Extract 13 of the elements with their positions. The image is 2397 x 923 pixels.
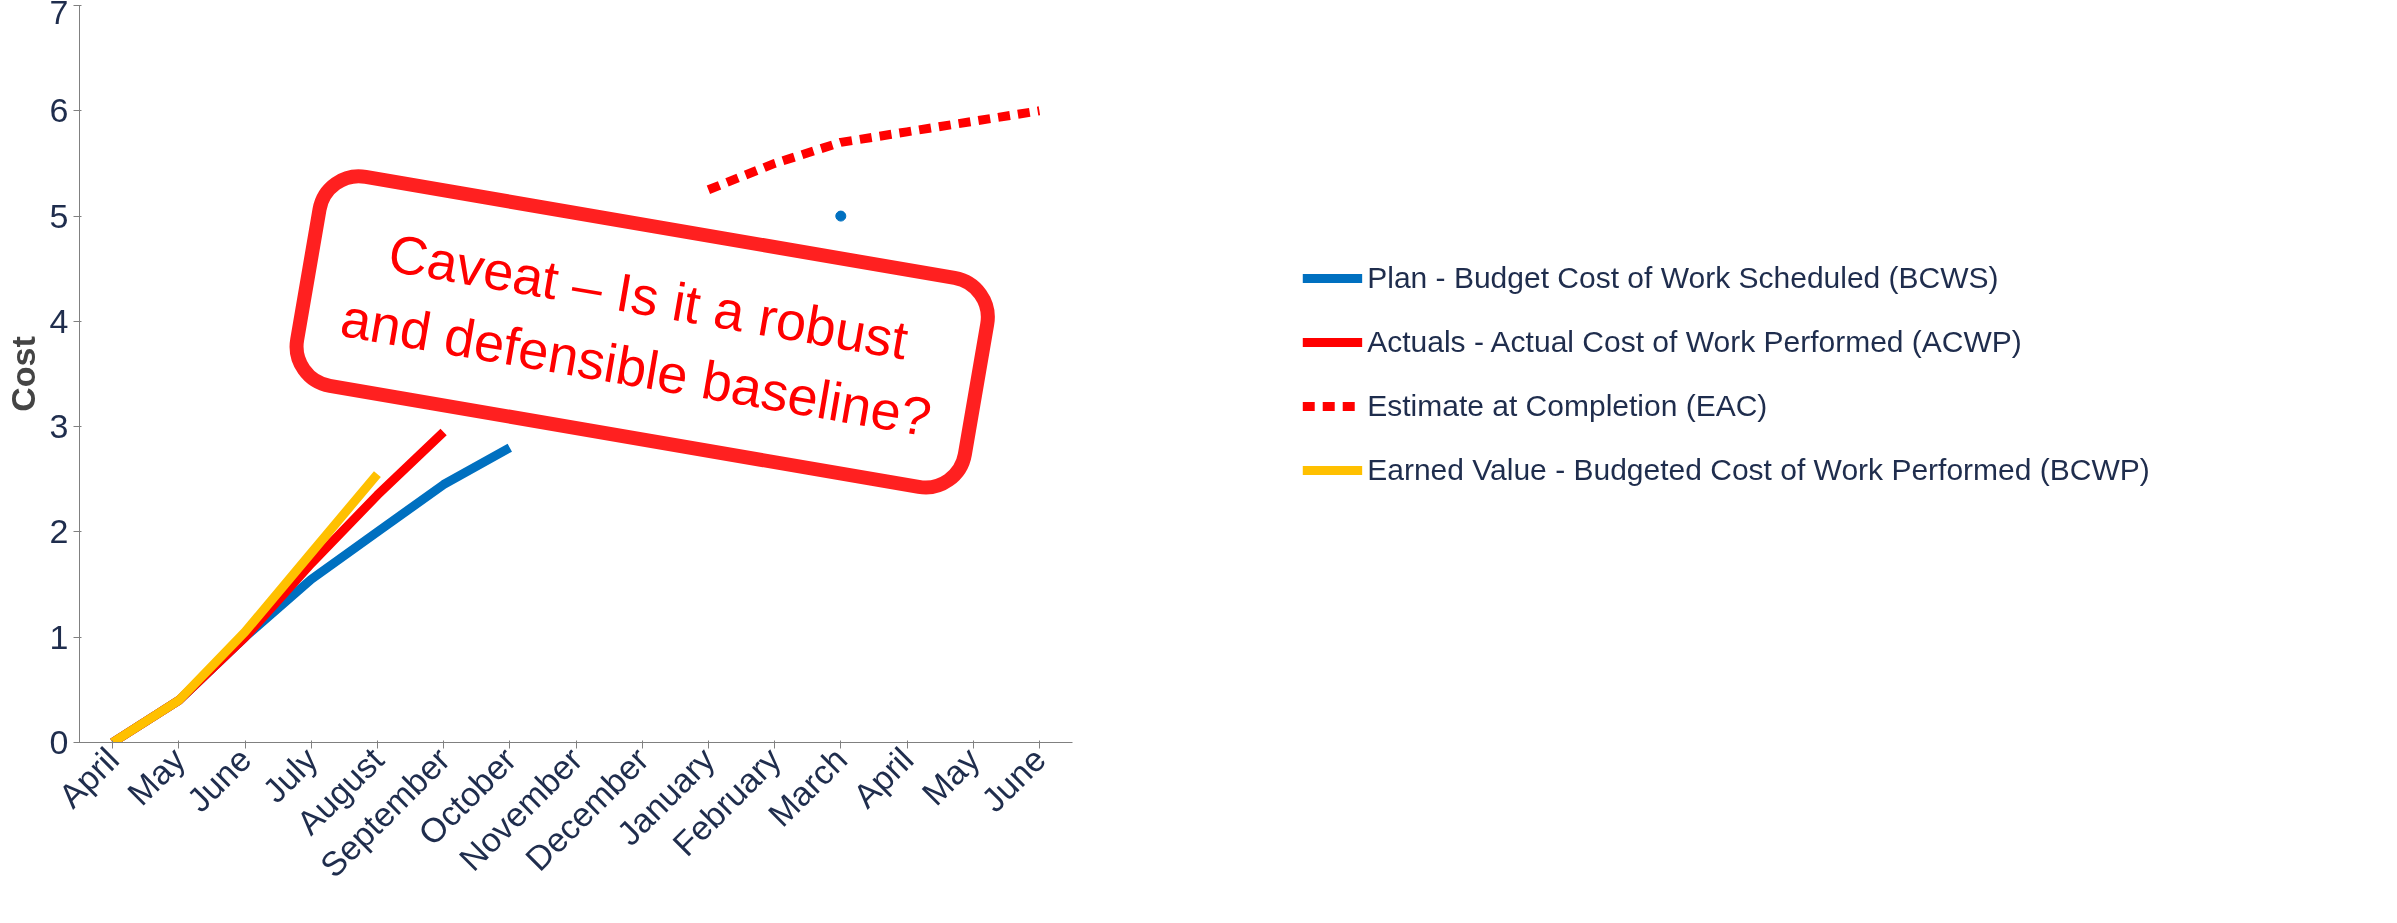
annotation: Caveat – Is it a robust and defensible baseline?: [336, 222, 936, 448]
y-tick-label: 4: [49, 301, 69, 340]
y-tick-label: 6: [49, 91, 69, 130]
y-tick-label: 7: [49, 0, 69, 31]
legend-label: Plan - Budget Cost of Work Scheduled (BCWS): [1367, 260, 1999, 295]
y-tick-label: 1: [49, 617, 69, 656]
y-tick-label: 2: [49, 512, 69, 551]
legend-label: Actuals - Actual Cost of Work Performed (ACWP): [1367, 324, 2022, 359]
legend-label: Estimate at Completion (EAC): [1367, 388, 1768, 423]
y-tick-label: 5: [49, 196, 69, 235]
y-tick-label: 3: [49, 407, 69, 446]
y-axis-title: Cost: [3, 336, 42, 412]
legend-label: Earned Value - Budgeted Cost of Work Performed (BCWP): [1367, 452, 2150, 487]
